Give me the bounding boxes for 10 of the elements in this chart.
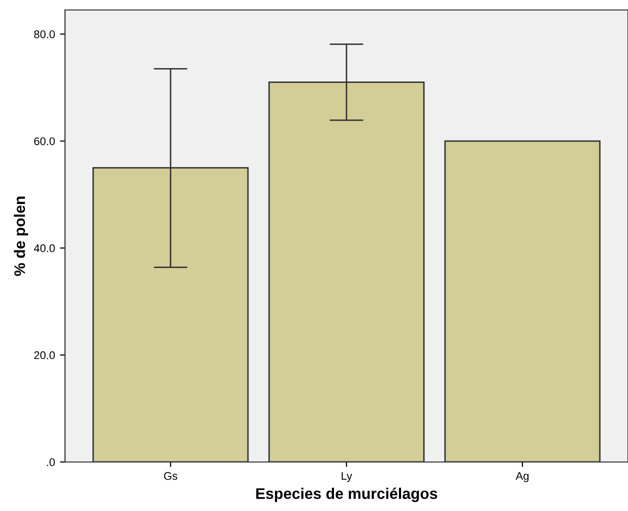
y-tick-label: 80.0 [34,30,55,38]
y-tick-label: 60.0 [34,137,55,146]
y-tick-label: 40.0 [34,244,55,252]
y-tick-label: .0 [47,458,55,466]
x-axis-title: Especies de murciélagos [256,488,438,502]
y-tick-label: 20.0 [34,351,55,360]
x-tick-label: Gs [164,472,178,480]
x-tick-label: Ly [342,472,352,482]
x-tick-label: Ag [516,472,529,482]
y-axis-title: % de polen [14,196,28,276]
